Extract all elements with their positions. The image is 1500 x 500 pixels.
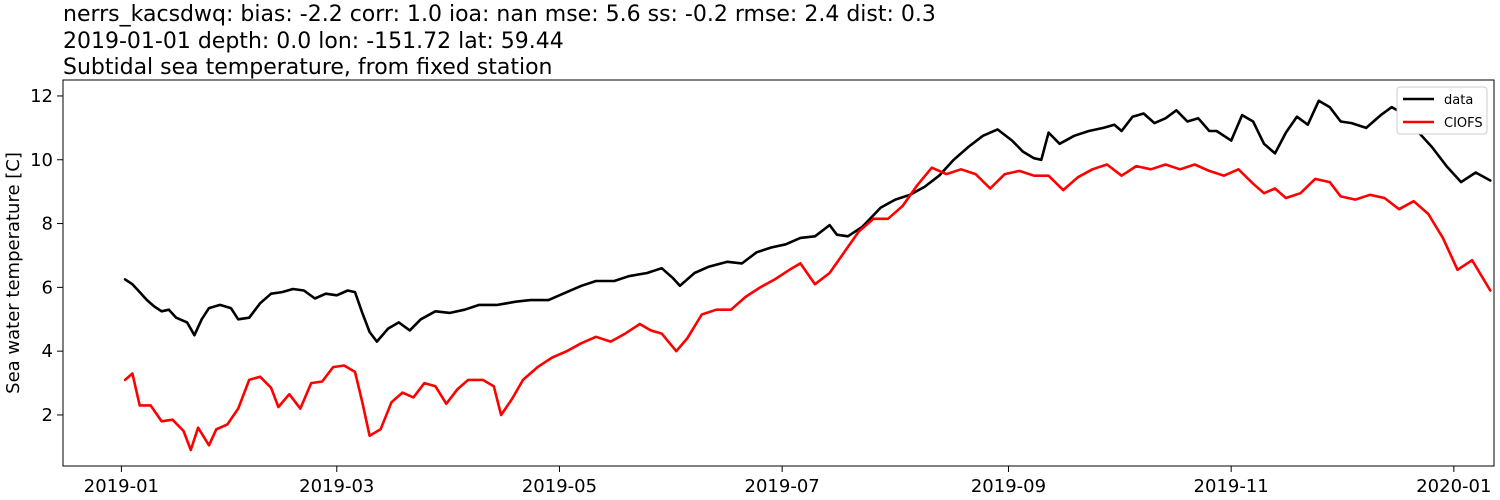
series-line-data	[123, 99, 1492, 343]
legend-label-ciofs: CIOFS	[1444, 116, 1483, 131]
y-tick-label: 4	[42, 341, 53, 362]
legend: data CIOFS	[1396, 86, 1488, 135]
plot-frame	[62, 79, 1495, 467]
y-tick-label: 10	[30, 150, 53, 171]
x-tick-label: 2019-07	[745, 476, 820, 497]
chart-title: Subtidal sea temperature, from fixed sta…	[63, 55, 553, 80]
x-tick-label: 2020-01	[1416, 476, 1491, 497]
x-tick-label: 2019-11	[1194, 476, 1269, 497]
y-tick-label: 6	[42, 277, 53, 298]
y-axis-label: Sea water temperature [C]	[3, 152, 24, 394]
y-tick-label: 2	[42, 405, 53, 426]
legend-label-data: data	[1444, 93, 1473, 108]
series-lines	[123, 99, 1492, 452]
x-tick-label: 2019-03	[299, 476, 374, 497]
x-tick-label: 2019-09	[971, 476, 1046, 497]
x-axis: 2019-01 2019-03 2019-05 2019-07 2019-09 2019-…	[84, 466, 1491, 497]
y-tick-label: 12	[30, 86, 53, 107]
chart-stats-line: nerrs_kacsdwq: bias: -2.2 corr: 1.0 ioa:…	[63, 2, 936, 27]
y-axis: 2 4 6 8 10 12	[30, 86, 63, 426]
x-tick-label: 2019-05	[522, 476, 597, 497]
y-tick-label: 8	[42, 214, 53, 235]
chart-metadata-line: 2019-01-01 depth: 0.0 lon: -151.72 lat: …	[63, 29, 564, 54]
x-tick-label: 2019-01	[84, 476, 159, 497]
series-line-ciofs	[123, 163, 1492, 452]
